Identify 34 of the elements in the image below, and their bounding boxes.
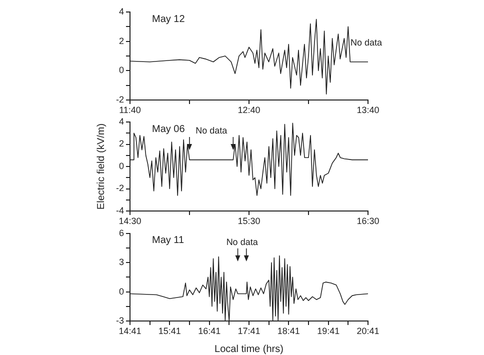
chart-title: May 06 — [152, 124, 186, 135]
y-tick-label: 2 — [118, 36, 124, 46]
x-tick-label: 12:40 — [238, 104, 260, 115]
x-tick-label: 16:41 — [198, 326, 221, 336]
x-tick-label: 14:41 — [118, 326, 142, 336]
x-tick-label: 13:40 — [356, 104, 380, 115]
y-tick-label: -3 — [116, 315, 124, 326]
y-tick-label: 4 — [118, 6, 124, 16]
x-tick-label: 20:41 — [356, 326, 380, 336]
annotation: No data — [350, 37, 382, 48]
x-tick-label: 17:41 — [238, 326, 260, 336]
chart-title: May 11 — [152, 235, 184, 246]
y-tick-label: 4 — [118, 116, 124, 126]
y-axis-title: Electric field (kV/m) — [96, 123, 107, 210]
y-tick-label: 0 — [118, 286, 124, 296]
annotation: No data — [196, 125, 228, 136]
y-tick-label: 0 — [118, 65, 124, 76]
y-tick-label: 0 — [118, 160, 124, 171]
x-axis-title: Local time (hrs) — [214, 344, 284, 355]
x-tick-label: 18:41 — [277, 326, 300, 336]
y-tick-label: 6 — [118, 228, 124, 238]
x-tick-label: 11:40 — [119, 104, 141, 115]
y-tick-label: -2 — [116, 94, 124, 104]
x-tick-label: 14:30 — [118, 216, 142, 226]
x-tick-label: 16:30 — [356, 216, 380, 226]
x-tick-label: 15:30 — [238, 216, 260, 226]
x-tick-label: 19:41 — [317, 326, 340, 336]
x-tick-label: 15:41 — [158, 326, 181, 336]
chart-title: May 12 — [152, 14, 186, 25]
y-tick-label: -4 — [116, 205, 124, 216]
y-tick-label: 2 — [118, 138, 124, 149]
y-tick-label: -2 — [116, 183, 124, 194]
annotation: No data — [226, 236, 258, 247]
y-tick-label: 3 — [118, 257, 124, 268]
